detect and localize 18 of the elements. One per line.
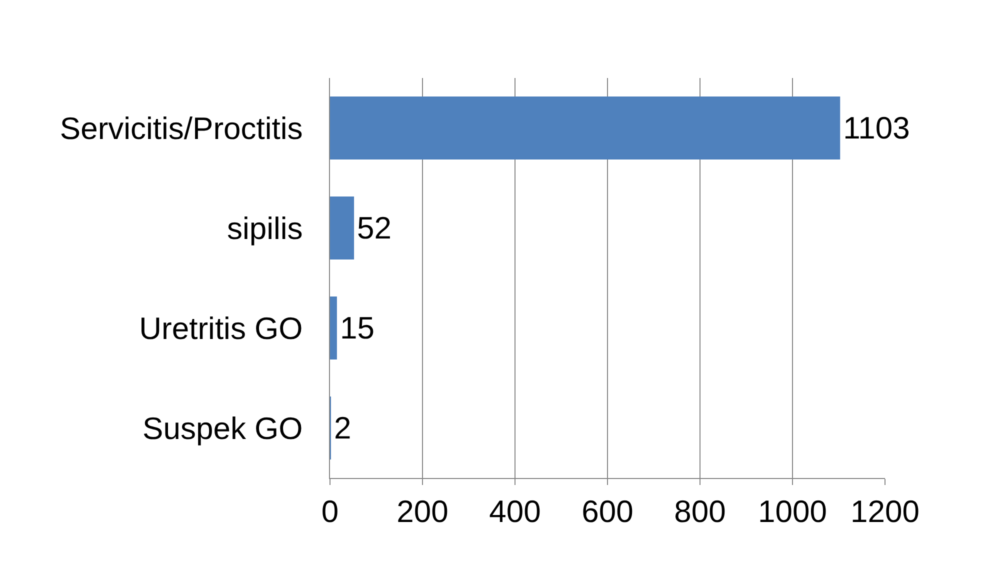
data-label: 52 — [357, 210, 392, 246]
data-label: 2 — [334, 410, 352, 446]
y-tick-label: Uretritis GO — [139, 310, 303, 346]
x-tick-label: 1200 — [850, 494, 920, 530]
y-tick-label: Servicitis/Proctitis — [60, 110, 303, 146]
y-tick-label: sipilis — [227, 210, 303, 246]
data-label: 15 — [340, 310, 374, 346]
x-tick-label: 600 — [582, 494, 634, 530]
bar — [330, 196, 354, 260]
x-tick-label: 1000 — [758, 494, 827, 530]
x-tick-label: 400 — [489, 494, 541, 530]
x-tick-label: 800 — [674, 494, 726, 530]
y-tick-label: Suspek GO — [142, 410, 303, 446]
bar — [330, 296, 337, 360]
bar — [330, 96, 840, 160]
x-tick-label: 200 — [396, 494, 448, 530]
data-label: 1103 — [843, 110, 910, 146]
x-tick-label: 0 — [321, 494, 339, 530]
